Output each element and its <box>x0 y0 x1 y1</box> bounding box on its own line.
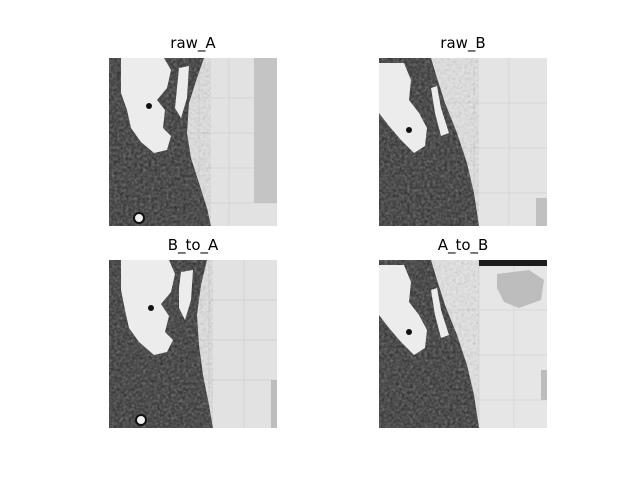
panel-title-b-to-a: B_to_A <box>167 236 219 254</box>
image-b-to-a <box>109 260 277 428</box>
panel-title-raw-b: raw_B <box>440 34 486 52</box>
panel-title-raw-a: raw_A <box>170 34 216 52</box>
tissue-image-b-to-a <box>109 260 277 428</box>
tissue-image-raw-b <box>379 58 547 226</box>
tissue-image-raw-a <box>109 58 277 226</box>
image-a-to-b <box>379 260 547 428</box>
image-raw-a <box>109 58 277 226</box>
panel-title-a-to-b: A_to_B <box>437 236 489 254</box>
image-raw-b <box>379 58 547 226</box>
tissue-image-a-to-b <box>379 260 547 428</box>
